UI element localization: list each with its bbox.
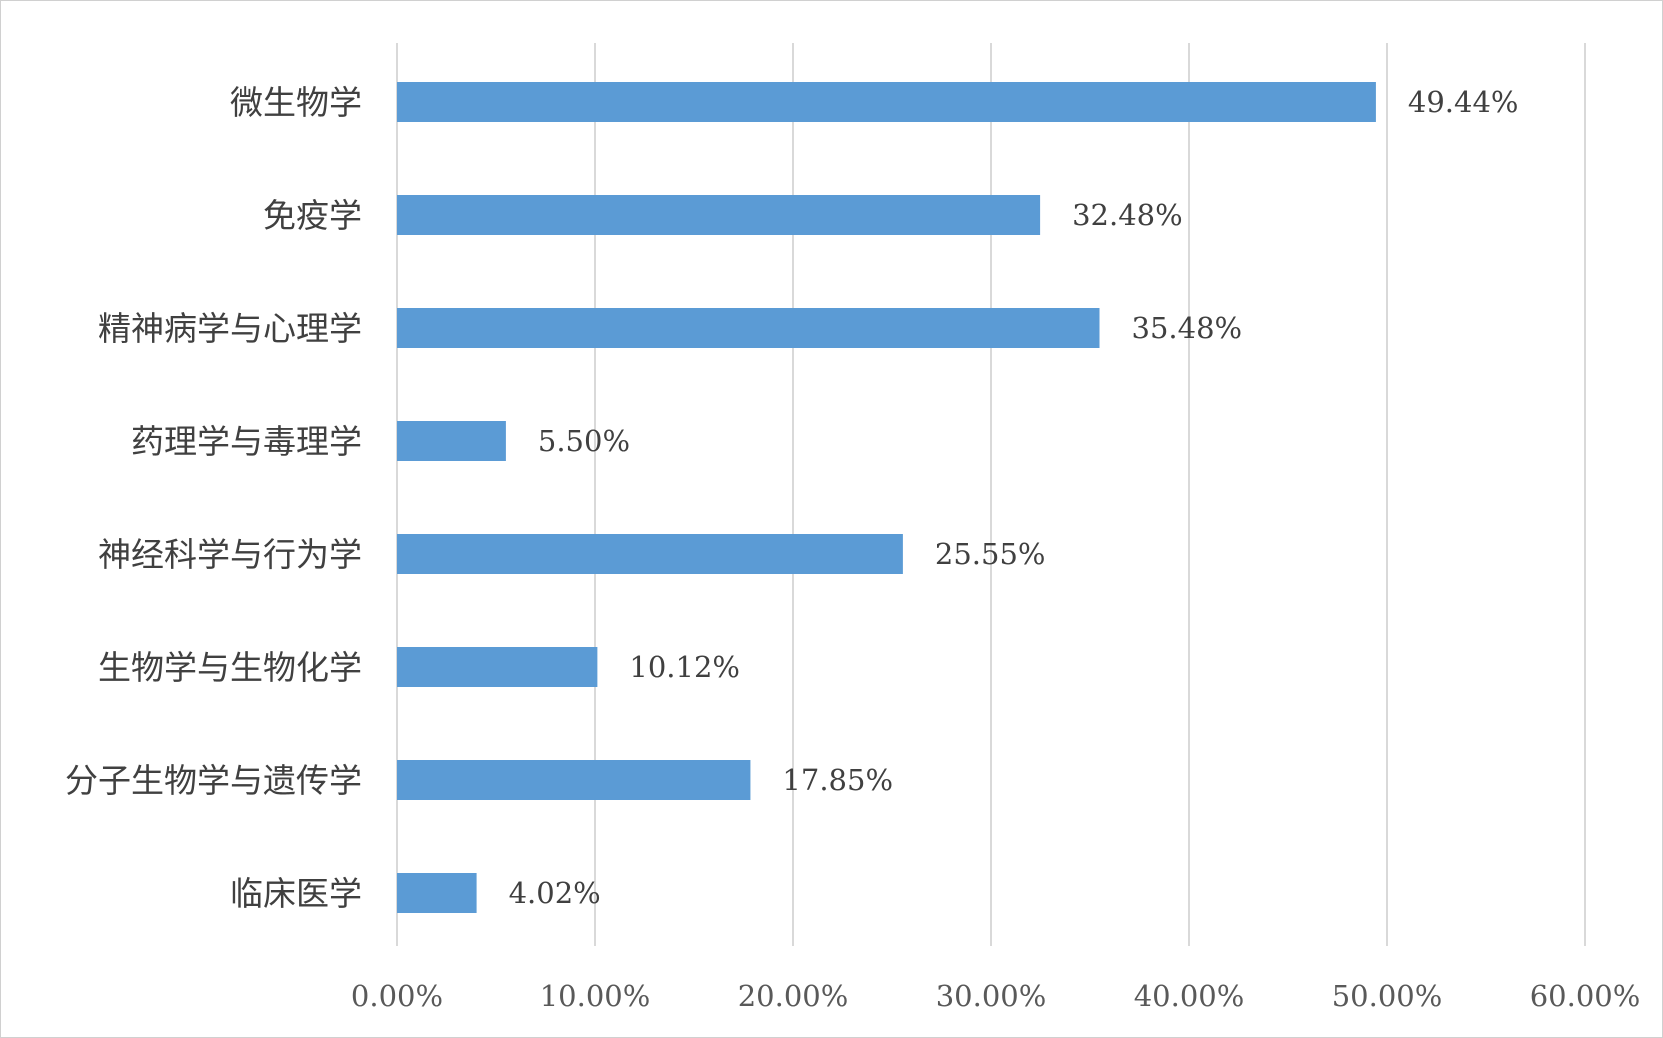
x-tick-label: 40.00% — [1134, 979, 1245, 1013]
x-tick-label: 10.00% — [540, 979, 651, 1013]
category-labels: 微生物学免疫学精神病学与心理学药理学与毒理学神经科学与行为学生物学与生物化学分子… — [65, 83, 362, 913]
category-label: 分子生物学与遗传学 — [65, 761, 362, 800]
x-tick-label: 0.00% — [351, 979, 443, 1013]
category-label: 神经科学与行为学 — [98, 535, 362, 574]
data-label: 10.12% — [629, 650, 740, 684]
category-label: 药理学与毒理学 — [131, 422, 362, 461]
data-label: 35.48% — [1132, 311, 1243, 345]
gridlines — [396, 43, 1586, 946]
category-label: 免疫学 — [263, 196, 362, 235]
x-tick-label: 50.00% — [1332, 979, 1443, 1013]
x-tick-labels: 0.00% 10.00% 20.00% 30.00% 40.00% 50.00% 60.00… — [351, 979, 1640, 1013]
bar — [397, 534, 903, 574]
bar — [397, 308, 1100, 348]
bar — [397, 647, 598, 687]
x-tick-label: 20.00% — [738, 979, 849, 1013]
bar — [397, 760, 751, 800]
data-labels: 49.44% 32.48% 35.48% 5.50% 25.55% 10.12% 17.85… — [509, 85, 1519, 910]
x-tick-label: 30.00% — [936, 979, 1047, 1013]
data-label: 32.48% — [1072, 198, 1183, 232]
bar — [397, 421, 506, 461]
data-label: 4.02% — [509, 876, 601, 910]
data-label: 17.85% — [782, 763, 893, 797]
category-label: 微生物学 — [230, 83, 362, 122]
bar — [397, 873, 477, 913]
data-label: 25.55% — [935, 537, 1046, 571]
bar — [397, 82, 1376, 122]
category-label: 生物学与生物化学 — [98, 648, 362, 687]
x-tick-label: 60.00% — [1530, 979, 1641, 1013]
bar — [397, 195, 1041, 235]
category-label: 精神病学与心理学 — [98, 309, 362, 348]
data-label: 5.50% — [538, 424, 630, 458]
bars — [397, 82, 1376, 913]
data-label: 49.44% — [1408, 85, 1519, 119]
category-label: 临床医学 — [230, 874, 362, 913]
